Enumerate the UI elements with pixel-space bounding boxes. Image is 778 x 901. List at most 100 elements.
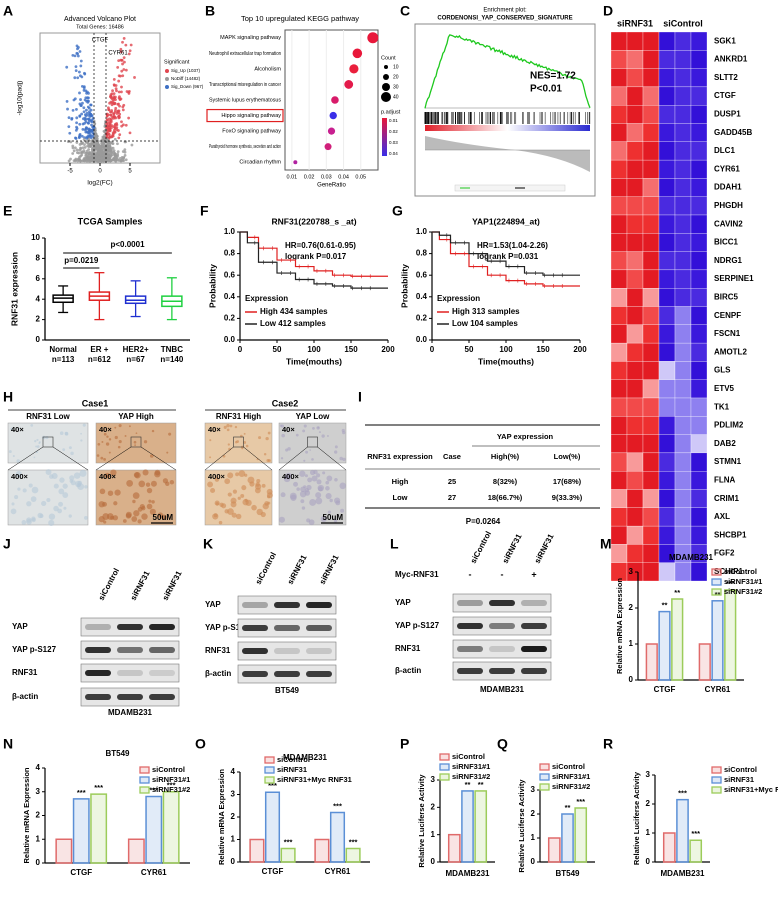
scatter-texture [116, 65, 120, 69]
scatter-texture [128, 131, 132, 135]
chart-subtitle: CORDENONSI_YAP_CONSERVED_SIGNATURE [437, 16, 572, 22]
heatmap-cell [626, 416, 644, 435]
legend-swatch [264, 766, 275, 774]
image-label: RNF31 Low [26, 412, 70, 421]
blot-band [489, 600, 515, 606]
ihc-texture [59, 477, 65, 483]
ihc-texture [267, 501, 271, 505]
ihc-texture [53, 505, 59, 512]
heatmap-cell [626, 361, 644, 380]
scatter-texture [111, 153, 114, 157]
legend-label: siControl [277, 755, 310, 764]
ihc-texture [8, 450, 12, 454]
zoom-line [52, 446, 89, 471]
bar [447, 833, 461, 863]
scatter-texture [111, 146, 115, 150]
heatmap-cell [674, 196, 692, 216]
scatter-texture [65, 100, 69, 103]
x-tick-label: 150 [344, 345, 358, 354]
bar [162, 791, 180, 864]
scatter-texture [127, 52, 131, 56]
legend-swatch [264, 776, 275, 784]
ihc-texture [114, 426, 117, 429]
blot-band [306, 648, 332, 654]
heatmap-cell [690, 452, 708, 472]
ihc-texture [260, 511, 266, 518]
ihc-texture [251, 504, 257, 511]
lane-label: siRNF31 [318, 553, 341, 586]
heatmap-cell [610, 306, 628, 325]
bar [658, 610, 671, 681]
scatter-texture [79, 147, 83, 151]
heatmap-cell [690, 288, 708, 307]
scatter-texture [105, 126, 108, 130]
ihc-texture [325, 486, 330, 491]
table-cell: Low [393, 493, 408, 502]
heatmap-cell [610, 471, 628, 490]
y-tick-label: 2 [531, 809, 536, 818]
zoom-line [140, 446, 177, 471]
heatmap-cell [642, 306, 660, 325]
heatmap-cell [626, 141, 644, 161]
column-label: siControl [663, 18, 703, 28]
heatmap-cell [690, 31, 708, 51]
lane-label: siRNF31 [161, 569, 184, 602]
scatter-texture [89, 103, 93, 107]
ihc-texture [99, 488, 106, 495]
blot-band [242, 671, 268, 677]
ihc-texture [133, 472, 140, 478]
gene-label: FLNA [714, 475, 736, 484]
bar [474, 790, 488, 863]
ihc-texture [137, 519, 142, 524]
scatter-texture [103, 133, 106, 137]
magnification: 40× [282, 425, 295, 434]
x-tick-label: 150 [536, 345, 550, 354]
legend-label: siControl [452, 752, 485, 761]
heatmap-cell [626, 50, 644, 69]
magnification: 40× [99, 425, 112, 434]
legend-label: siRNF31#1 [152, 775, 190, 784]
scatter-texture [85, 136, 89, 140]
scatter-texture [84, 117, 88, 121]
scatter-texture [87, 131, 91, 135]
heatmap-cell [642, 525, 660, 545]
table-header: RNF31 expression [367, 452, 433, 461]
scatter-texture [75, 51, 79, 55]
scatter-texture [122, 68, 126, 71]
y-axis-label: Relative Luciferse Activity [517, 779, 526, 873]
ihc-texture [279, 424, 283, 427]
hazard-ratio: HR=1.53(1.04-2.26) [477, 241, 548, 250]
legend-label: siRNF31#2 [724, 587, 762, 596]
heatmap-cell [642, 471, 660, 490]
dot [329, 111, 337, 120]
ihc-texture [112, 515, 119, 521]
scatter-texture [118, 133, 122, 137]
zoom-line [243, 446, 273, 471]
ihc-texture [166, 451, 169, 454]
scatter-texture [88, 115, 92, 118]
heatmap-cell [626, 525, 644, 545]
y-tick-label: 0 [646, 857, 651, 866]
ihc-texture [227, 443, 230, 446]
x-tick-label: ER + [90, 345, 108, 354]
ihc-texture [302, 429, 306, 433]
y-tick-label: 3 [646, 770, 651, 779]
legend-swatch [711, 588, 722, 596]
heatmap-cell [610, 525, 628, 545]
panel-label: L [390, 536, 399, 552]
gene-label: BIRC5 [714, 292, 739, 301]
heatmap-cell [658, 379, 676, 399]
gene-label: PDLIM2 [714, 421, 744, 430]
zoom-line [278, 446, 308, 471]
scatter-texture [124, 68, 128, 72]
heatmap-cell [690, 141, 708, 161]
scatter-texture [119, 50, 123, 54]
panel-label: C [400, 3, 410, 19]
cell-line-label: BT549 [275, 686, 300, 695]
heatmap-cell [690, 123, 708, 142]
y-tick-label: 1 [231, 835, 236, 844]
scale-label: 50uM [323, 513, 344, 522]
scatter-texture [115, 126, 119, 130]
ihc-texture [84, 516, 88, 520]
heatmap-cell [674, 489, 692, 508]
